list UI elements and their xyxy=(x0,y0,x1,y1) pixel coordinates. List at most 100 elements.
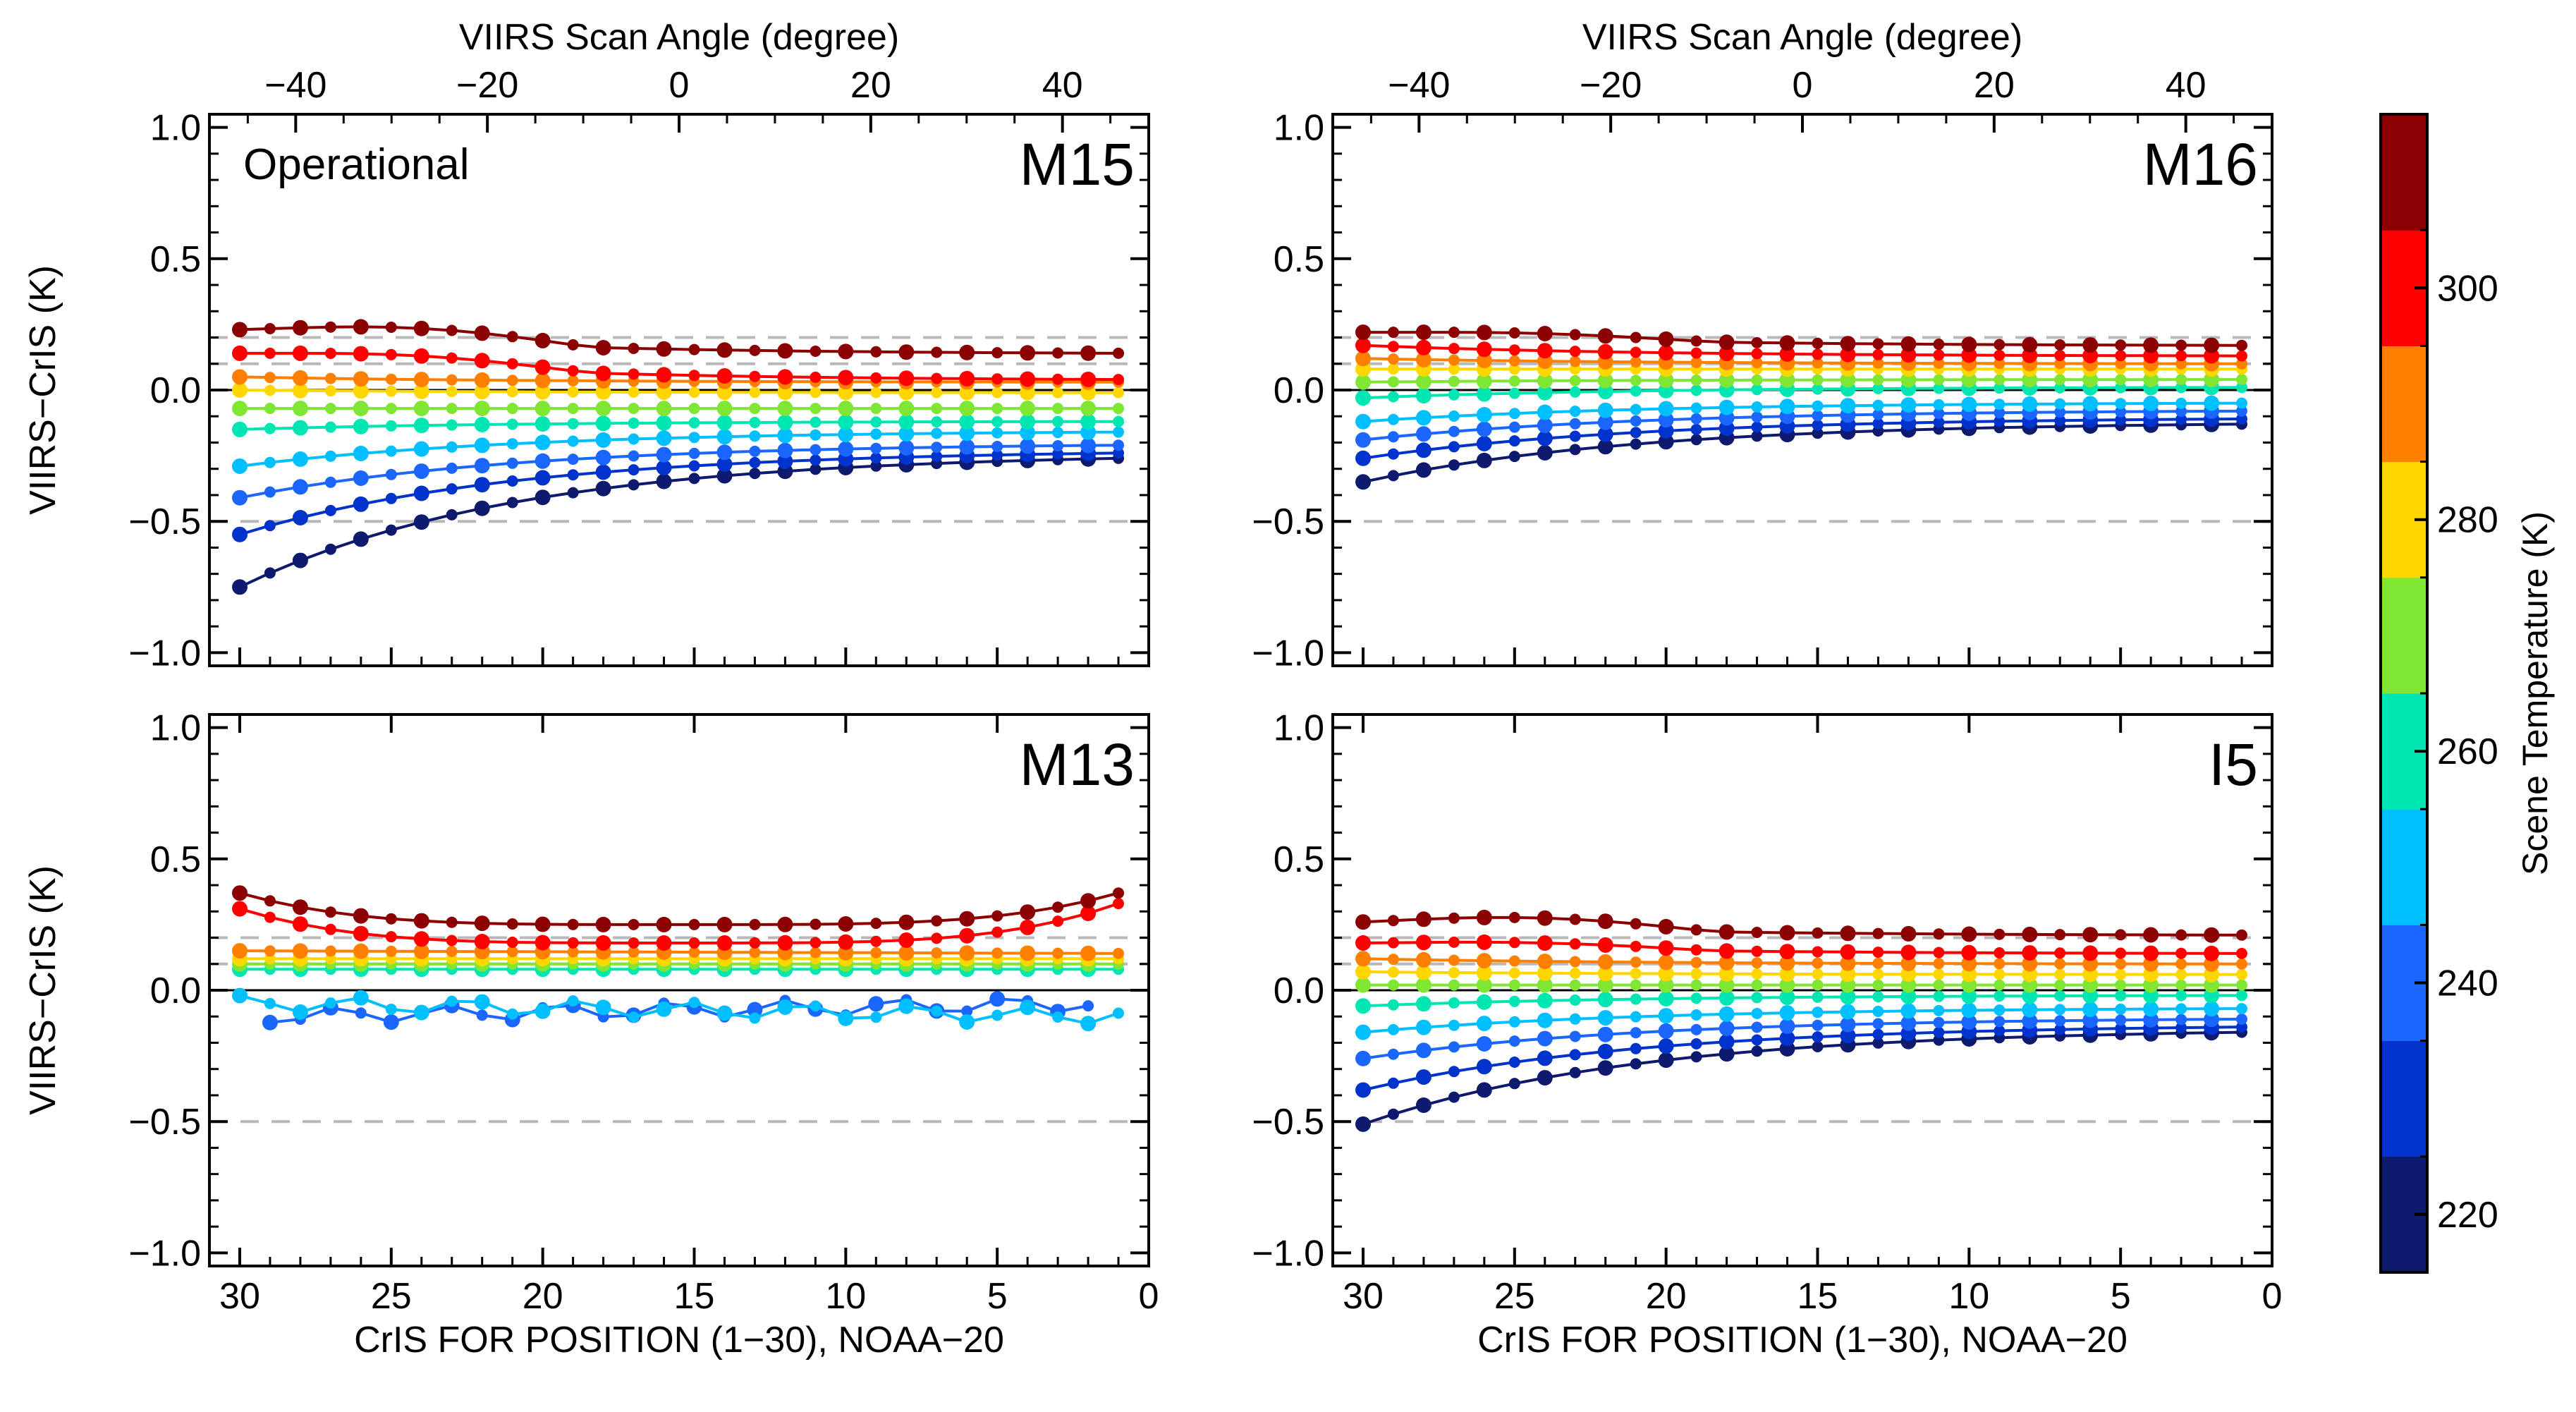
colorbar-blocks xyxy=(2381,114,2427,1273)
data-point xyxy=(2115,947,2127,959)
data-point xyxy=(1597,439,1613,455)
data-point xyxy=(264,456,276,468)
data-point xyxy=(476,1009,488,1021)
data-point xyxy=(1569,1030,1581,1042)
data-point xyxy=(1630,385,1642,397)
data-point xyxy=(2175,382,2187,394)
data-point xyxy=(898,401,915,417)
data-point xyxy=(446,419,458,431)
data-point xyxy=(1597,954,1613,970)
data-point xyxy=(506,475,518,487)
data-point xyxy=(413,348,429,364)
data-point xyxy=(1840,989,1856,1005)
data-point xyxy=(656,341,672,357)
data-point xyxy=(1872,927,1884,939)
data-point xyxy=(1779,925,1795,941)
data-point xyxy=(1569,355,1581,367)
data-point xyxy=(1994,374,2006,386)
data-point xyxy=(1751,1034,1763,1046)
data-point xyxy=(1630,346,1642,358)
data-point xyxy=(1387,431,1399,443)
data-point xyxy=(898,414,915,430)
data-point xyxy=(870,416,882,428)
data-point xyxy=(2082,1012,2099,1028)
colorbar-block xyxy=(2381,114,2427,231)
data-point xyxy=(688,370,700,382)
data-point xyxy=(1448,1066,1460,1078)
data-point xyxy=(413,401,429,417)
data-point xyxy=(1872,1006,1884,1017)
data-point xyxy=(1779,398,1795,415)
data-point xyxy=(747,1002,763,1018)
data-point xyxy=(2236,350,2247,362)
data-point xyxy=(1082,1000,1094,1012)
data-point xyxy=(264,347,276,359)
data-point xyxy=(264,895,276,907)
top-tick-label: 20 xyxy=(850,65,891,106)
x-tick-label: 15 xyxy=(1797,1276,1838,1317)
data-point xyxy=(991,1009,1003,1021)
data-point xyxy=(1812,348,1824,360)
data-point xyxy=(1961,336,1977,353)
data-point xyxy=(1658,977,1674,993)
data-point xyxy=(535,372,551,389)
data-point xyxy=(1779,990,1795,1006)
data-point xyxy=(1052,427,1064,439)
data-point xyxy=(232,458,248,474)
data-point xyxy=(931,387,943,398)
y-tick-label: −0.5 xyxy=(128,501,201,542)
data-point xyxy=(2143,1001,2159,1017)
data-point xyxy=(1812,419,1824,431)
data-point xyxy=(656,367,672,383)
data-point xyxy=(1537,1070,1553,1086)
data-point xyxy=(1387,1108,1399,1120)
x-axis xyxy=(1361,647,2273,666)
data-point xyxy=(810,947,822,958)
x-tick-label: 0 xyxy=(2262,1276,2283,1317)
data-point xyxy=(535,916,551,932)
data-point xyxy=(1751,401,1763,413)
data-point xyxy=(232,345,248,361)
data-point xyxy=(353,401,369,417)
data-point xyxy=(716,935,733,951)
y-axis-label: VIIRS−CrIS (K) xyxy=(23,265,63,515)
data-point xyxy=(1113,347,1124,359)
data-point xyxy=(1052,1011,1064,1023)
data-point xyxy=(1658,966,1674,982)
data-point xyxy=(1630,1042,1642,1054)
data-point xyxy=(1751,1045,1763,1057)
data-point xyxy=(870,428,882,440)
x-tick-label: 25 xyxy=(371,1276,412,1317)
data-point xyxy=(1387,966,1399,978)
data-point xyxy=(1690,384,1702,396)
data-point xyxy=(292,401,308,417)
data-point xyxy=(777,999,793,1015)
y-tick-label: 0.5 xyxy=(150,239,201,280)
data-point xyxy=(749,937,761,949)
data-point xyxy=(1719,955,1735,970)
data-point xyxy=(385,931,397,943)
data-point xyxy=(628,946,640,958)
data-point xyxy=(1537,418,1553,434)
data-point xyxy=(870,947,882,958)
data-point xyxy=(1052,947,1064,959)
data-point xyxy=(1933,416,1945,428)
data-point xyxy=(1872,979,1884,991)
top-tick-label: 40 xyxy=(2166,65,2206,106)
data-point xyxy=(2054,1015,2066,1027)
data-point xyxy=(2054,398,2066,410)
data-point xyxy=(2204,945,2220,961)
data-point xyxy=(1751,348,1763,360)
data-point xyxy=(1872,374,1884,386)
data-point xyxy=(1994,398,2006,410)
data-point xyxy=(1961,988,1977,1004)
data-point xyxy=(1448,459,1460,471)
data-point xyxy=(1812,1031,1824,1043)
data-point xyxy=(1387,470,1399,482)
data-point xyxy=(1994,339,2006,351)
y-tick-label: −0.5 xyxy=(128,1102,201,1143)
data-point xyxy=(1569,386,1581,398)
data-point xyxy=(1719,924,1735,940)
data-point xyxy=(1476,934,1492,950)
data-point xyxy=(2236,382,2247,394)
